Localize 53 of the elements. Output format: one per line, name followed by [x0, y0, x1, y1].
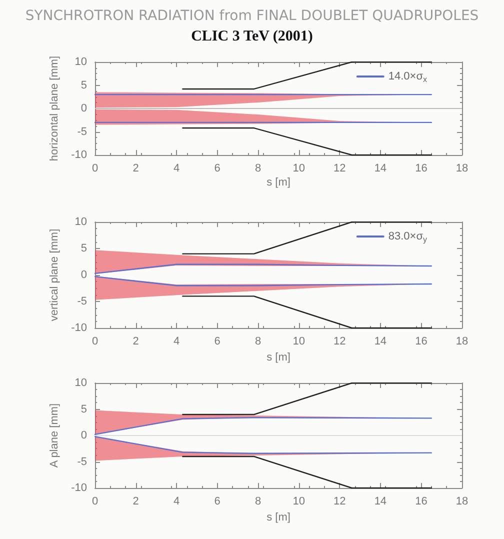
y-tick-label: -5 [77, 456, 87, 468]
x-tick-label: 16 [415, 496, 428, 508]
x-tick-label: 8 [255, 162, 262, 174]
y-tick-label: -5 [77, 126, 87, 138]
x-tick-label: 12 [334, 162, 346, 174]
y-tick-label: 5 [80, 403, 87, 416]
x-tick-label: 12 [334, 496, 346, 508]
x-axis-title: s [m] [266, 351, 290, 364]
x-tick-label: 16 [415, 336, 428, 348]
x-tick-label: 0 [92, 496, 98, 508]
y-axis-title: vertical plane [mm] [48, 228, 61, 322]
x-tick-label: 6 [214, 496, 220, 508]
x-tick-label: 0 [92, 162, 98, 174]
x-tick-label: 14 [374, 496, 387, 508]
x-tick-label: 4 [173, 496, 180, 508]
y-tick-label: 5 [80, 79, 87, 92]
y-tick-label: 0 [80, 102, 87, 114]
x-tick-label: 10 [292, 162, 306, 174]
y-tick-label: 10 [74, 56, 87, 68]
x-axis-title: s [m] [266, 176, 290, 188]
chart-title: SYNCHROTRON RADIATION from FINAL DOUBLET QUADRUPOLES [25, 8, 479, 24]
x-tick-label: 0 [92, 336, 98, 348]
x-tick-label: 8 [255, 496, 262, 508]
y-tick-label: 5 [80, 242, 87, 254]
x-tick-label: 6 [214, 336, 220, 348]
x-tick-label: 2 [132, 496, 139, 508]
y-axis-title: horizontal plane [mm] [48, 56, 61, 162]
y-tick-label: -10 [71, 322, 87, 334]
x-tick-label: 10 [292, 336, 306, 348]
x-tick-label: 2 [132, 336, 139, 348]
y-tick-label: 10 [74, 216, 87, 228]
y-axis-title: A plane [mm] [48, 403, 61, 468]
y-tick-label: -5 [77, 296, 87, 308]
y-tick-label: -10 [71, 482, 87, 494]
x-tick-label: 10 [292, 496, 306, 508]
x-tick-label: 16 [415, 162, 428, 174]
x-tick-label: 18 [456, 336, 468, 348]
x-axis-title: s [m] [266, 511, 290, 524]
x-tick-label: 4 [173, 336, 180, 348]
x-tick-label: 18 [456, 496, 468, 508]
x-tick-label: 12 [334, 336, 346, 348]
x-tick-label: 8 [255, 336, 262, 348]
chart-subtitle: CLIC 3 TeV (2001) [191, 28, 313, 44]
x-tick-label: 18 [456, 162, 468, 174]
x-tick-label: 4 [173, 162, 180, 174]
y-tick-label: 0 [80, 430, 87, 442]
y-tick-label: 10 [74, 377, 87, 389]
x-tick-label: 2 [132, 162, 139, 174]
x-tick-label: 14 [374, 336, 387, 348]
y-tick-label: 0 [80, 269, 87, 281]
y-tick-label: -10 [71, 149, 87, 161]
x-tick-label: 6 [214, 162, 220, 174]
x-tick-label: 14 [374, 162, 387, 174]
